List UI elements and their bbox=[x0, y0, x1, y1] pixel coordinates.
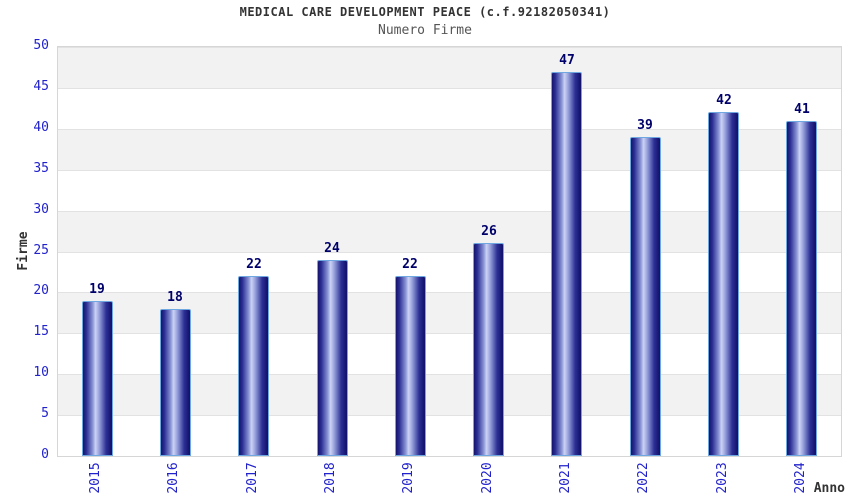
x-axis-title: Anno bbox=[813, 481, 845, 496]
bar-value-label: 41 bbox=[794, 102, 810, 117]
bar bbox=[473, 243, 504, 456]
bar-value-label: 18 bbox=[167, 290, 183, 305]
bar bbox=[395, 276, 426, 456]
gridline bbox=[58, 415, 841, 416]
bar bbox=[82, 301, 113, 456]
x-tick-label: 2019 bbox=[401, 462, 416, 494]
y-tick-label: 45 bbox=[33, 79, 49, 94]
plot-area: 19 18 22 24 22 26 47 39 42 41 bbox=[57, 46, 842, 457]
bar bbox=[551, 72, 582, 456]
bar bbox=[786, 121, 817, 456]
x-tick-label: 2016 bbox=[166, 462, 181, 494]
y-tick-label: 20 bbox=[33, 283, 49, 298]
bar-value-label: 22 bbox=[246, 257, 262, 272]
x-tick-label: 2024 bbox=[793, 462, 808, 494]
y-tick-label: 10 bbox=[33, 365, 49, 380]
bar-value-label: 47 bbox=[559, 53, 575, 68]
gridline bbox=[58, 129, 841, 130]
gridline bbox=[58, 88, 841, 89]
bar bbox=[630, 137, 661, 456]
gridline bbox=[58, 211, 841, 212]
bar bbox=[317, 260, 348, 456]
gridline bbox=[58, 333, 841, 334]
y-tick-label: 25 bbox=[33, 243, 49, 258]
gridline bbox=[58, 374, 841, 375]
bar-value-label: 22 bbox=[402, 257, 418, 272]
x-tick-label: 2017 bbox=[245, 462, 260, 494]
plot-band bbox=[58, 47, 841, 88]
gridline bbox=[58, 252, 841, 253]
x-tick-label: 2020 bbox=[480, 462, 495, 494]
chart-title: MEDICAL CARE DEVELOPMENT PEACE (c.f.9218… bbox=[239, 5, 611, 19]
bar-value-label: 24 bbox=[324, 241, 340, 256]
bar-value-label: 19 bbox=[89, 282, 105, 297]
y-tick-label: 50 bbox=[33, 38, 49, 53]
bar-value-label: 42 bbox=[716, 93, 732, 108]
y-tick-label: 30 bbox=[33, 202, 49, 217]
y-tick-label: 15 bbox=[33, 324, 49, 339]
bar bbox=[238, 276, 269, 456]
x-tick-label: 2021 bbox=[558, 462, 573, 494]
bar-value-label: 39 bbox=[637, 118, 653, 133]
bar bbox=[708, 112, 739, 456]
bar bbox=[160, 309, 191, 456]
y-tick-label: 40 bbox=[33, 120, 49, 135]
chart-subtitle: Numero Firme bbox=[378, 23, 472, 38]
y-tick-label: 5 bbox=[41, 406, 49, 421]
gridline bbox=[58, 292, 841, 293]
x-tick-label: 2023 bbox=[715, 462, 730, 494]
gridline bbox=[58, 47, 841, 48]
x-tick-label: 2018 bbox=[323, 462, 338, 494]
y-tick-label: 0 bbox=[41, 447, 49, 462]
y-tick-label: 35 bbox=[33, 161, 49, 176]
gridline bbox=[58, 170, 841, 171]
x-tick-label: 2022 bbox=[636, 462, 651, 494]
bar-value-label: 26 bbox=[481, 224, 497, 239]
x-tick-label: 2015 bbox=[88, 462, 103, 494]
